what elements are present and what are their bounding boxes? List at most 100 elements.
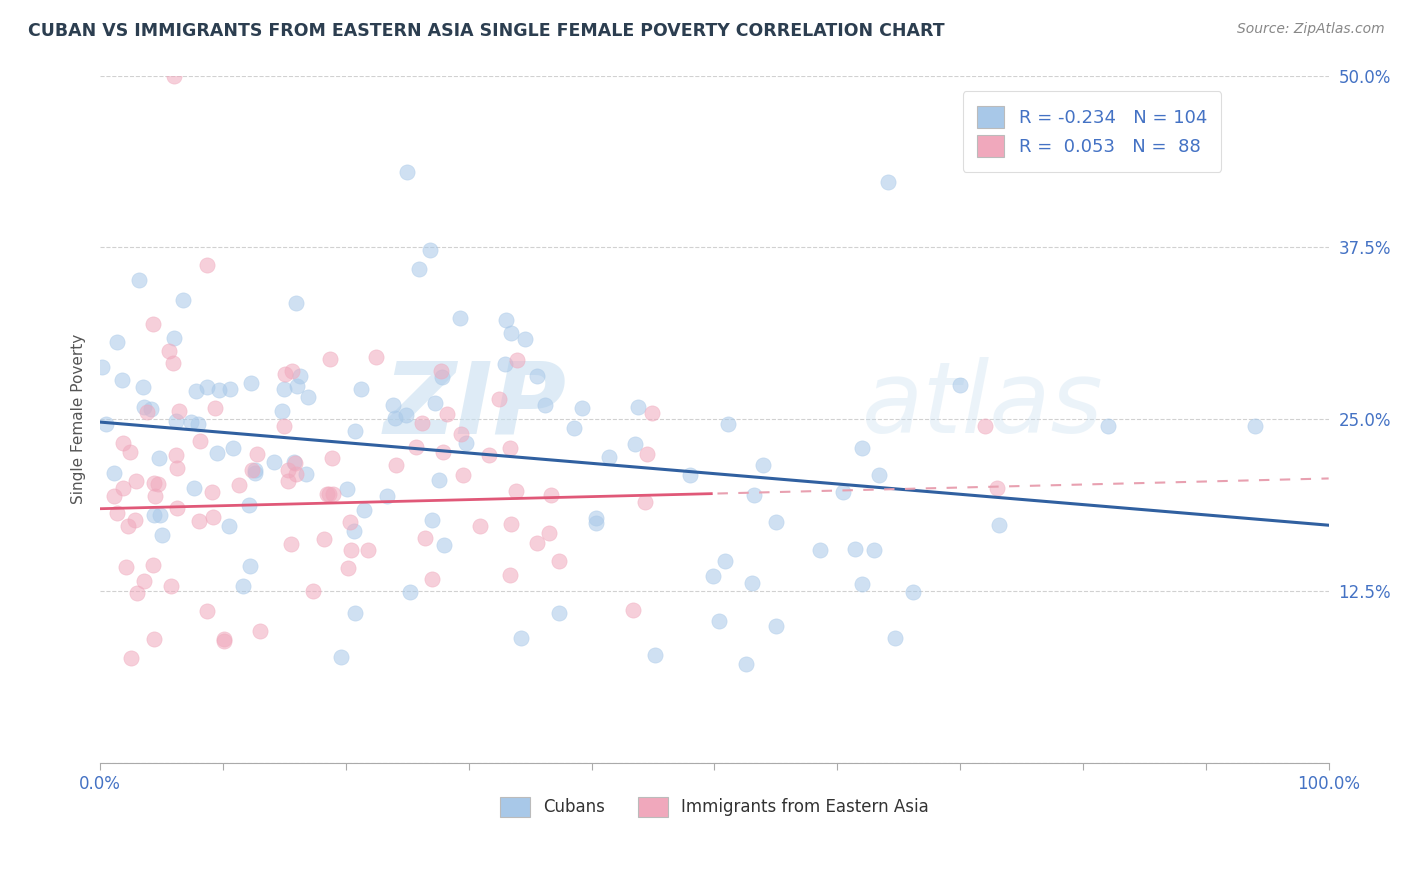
Point (478, 448, 501, 462)
Point (159, 579, 181, 593)
Point (534, 398, 557, 412)
Point (166, 414, 188, 428)
Point (105, 506, 128, 520)
Point (273, 382, 295, 396)
Point (277, 463, 299, 477)
Point (195, 380, 218, 394)
Point (188, 434, 211, 448)
Point (851, 577, 873, 591)
Point (339, 515, 361, 529)
Point (526, 536, 548, 550)
Point (540, 488, 562, 502)
Point (499, 441, 522, 455)
Point (427, 473, 450, 487)
Point (336, 482, 359, 496)
Point (344, 424, 367, 438)
Point (142, 558, 165, 573)
Point (316, 487, 339, 501)
Point (125, 474, 148, 488)
Point (243, 463, 266, 477)
Point (537, 525, 560, 540)
Point (585, 511, 607, 525)
Point (124, 513, 146, 527)
Point (134, 400, 156, 414)
Point (394, 408, 416, 422)
Point (148, 477, 170, 491)
Point (949, 378, 972, 392)
Text: CUBAN VS IMMIGRANTS FROM EASTERN ASIA SINGLE FEMALE POVERTY CORRELATION CHART: CUBAN VS IMMIGRANTS FROM EASTERN ASIA SI… (28, 22, 945, 40)
Y-axis label: Single Female Poverty: Single Female Poverty (72, 334, 86, 505)
Point (1244, 419, 1267, 434)
Text: Source: ZipAtlas.com: Source: ZipAtlas.com (1237, 22, 1385, 37)
Point (470, 518, 492, 533)
Point (526, 368, 548, 383)
Point (219, 382, 242, 396)
Point (621, 603, 644, 617)
Point (201, 485, 224, 500)
Point (423, 396, 446, 410)
Point (419, 244, 441, 258)
Point (430, 364, 453, 378)
Point (163, 330, 186, 344)
Point (868, 468, 890, 483)
Point (752, 458, 775, 472)
Point (136, 404, 159, 418)
Point (375, 489, 398, 503)
Point (270, 404, 292, 418)
Point (318, 352, 340, 367)
Point (186, 384, 208, 398)
Point (318, 487, 340, 501)
Text: ZIP: ZIP (384, 357, 567, 454)
Point (495, 313, 517, 327)
Point (117, 519, 139, 533)
Point (396, 165, 419, 179)
Point (165, 448, 187, 462)
Point (547, 554, 569, 568)
Point (249, 624, 271, 638)
Point (499, 326, 522, 340)
Point (433, 538, 456, 552)
Point (357, 542, 380, 557)
Point (142, 475, 165, 490)
Point (245, 467, 267, 481)
Point (111, 374, 134, 388)
Point (494, 357, 516, 371)
Point (432, 370, 454, 384)
Point (863, 543, 886, 558)
Point (450, 427, 472, 442)
Point (765, 516, 787, 530)
Point (277, 475, 299, 489)
Point (222, 441, 245, 455)
Point (218, 518, 240, 533)
Point (420, 513, 443, 527)
Point (212, 633, 235, 648)
Point (284, 467, 307, 481)
Point (280, 364, 302, 378)
Point (713, 554, 735, 568)
Point (548, 607, 571, 621)
Point (641, 406, 664, 420)
Point (238, 498, 260, 512)
Text: atlas: atlas (862, 357, 1104, 454)
Point (105, 334, 128, 349)
Point (562, 420, 585, 434)
Point (142, 508, 165, 522)
Point (385, 458, 408, 472)
Point (411, 417, 433, 431)
Point (506, 352, 529, 367)
Point (240, 463, 263, 477)
Point (634, 495, 657, 509)
Point (765, 618, 787, 632)
Point (118, 444, 141, 458)
Point (111, 436, 134, 450)
Point (90, 360, 112, 375)
Point (413, 531, 436, 545)
Point (246, 446, 269, 460)
Point (183, 481, 205, 495)
Point (150, 527, 173, 541)
Point (505, 483, 527, 498)
Point (273, 418, 295, 433)
Point (571, 401, 593, 415)
Point (134, 574, 156, 588)
Point (112, 481, 135, 495)
